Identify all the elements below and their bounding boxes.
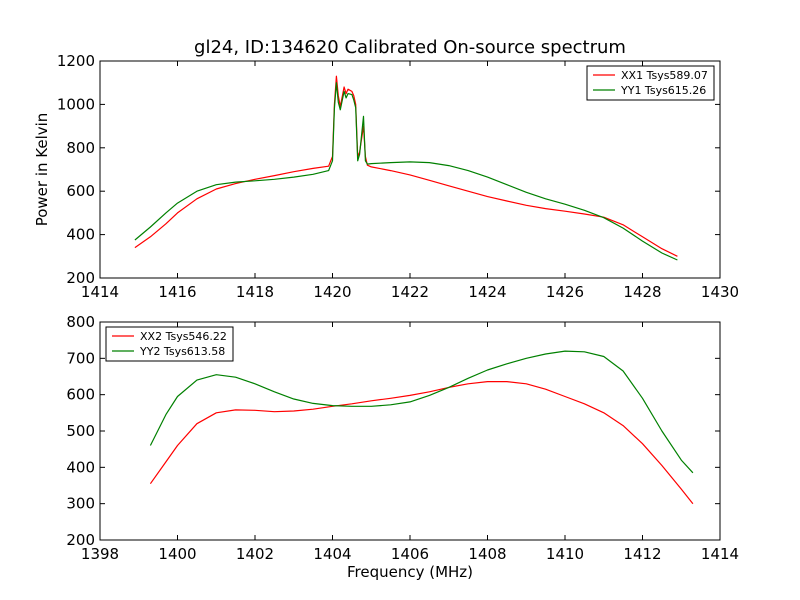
y-tick-label: 600 <box>66 386 95 404</box>
legend-0: XX1 Tsys589.07 YY1 Tsys615.26 <box>586 65 715 101</box>
chart-title: gl24, ID:134620 Calibrated On-source spe… <box>194 37 626 58</box>
y-tick-label: 600 <box>66 182 95 200</box>
series-line-1-1 <box>149 350 694 474</box>
x-tick-label: 1424 <box>468 283 506 301</box>
legend-label: YY1 Tsys615.26 <box>620 84 706 97</box>
x-tick-label: 1416 <box>158 283 196 301</box>
y-tick-label: 300 <box>66 495 95 513</box>
y-tick-label: 1000 <box>57 95 95 113</box>
y-tick-label: 700 <box>66 349 95 367</box>
y-tick-label: 400 <box>66 226 95 244</box>
x-tick-label: 1428 <box>623 283 661 301</box>
legend-label: XX2 Tsys546.22 <box>140 330 227 343</box>
y-axis-label: Power in Kelvin <box>33 113 51 227</box>
legend-box <box>105 326 234 362</box>
x-tick-label: 1426 <box>546 283 584 301</box>
x-tick-label: 1406 <box>391 545 429 563</box>
y-tick-label: 800 <box>66 139 95 157</box>
y-tick-label: 400 <box>66 458 95 476</box>
x-tick-label: 1430 <box>701 283 739 301</box>
x-tick-label: 1422 <box>391 283 429 301</box>
legend-label: YY2 Tsys613.58 <box>139 345 225 358</box>
x-tick-label: 1420 <box>313 283 351 301</box>
series-line-0-0 <box>134 75 678 257</box>
x-tick-label: 1400 <box>158 545 196 563</box>
x-tick-label: 1412 <box>623 545 661 563</box>
x-tick-label: 1414 <box>701 545 739 563</box>
y-tick-label: 800 <box>66 313 95 331</box>
x-tick-label: 1408 <box>468 545 506 563</box>
series-line-1-0 <box>149 381 694 505</box>
legend-box <box>586 65 715 101</box>
x-tick-label: 1404 <box>313 545 351 563</box>
x-axis-label: Frequency (MHz) <box>347 563 473 581</box>
y-tick-label: 500 <box>66 422 95 440</box>
series-line-0-1 <box>134 82 678 261</box>
x-tick-label: 1402 <box>236 545 274 563</box>
legend-1: XX2 Tsys546.22 YY2 Tsys613.58 <box>105 326 234 362</box>
bottom-spectrum-panel: 1398 1400 1402 1404 1406 1408 1410 1412 1414 200 3… <box>66 313 739 581</box>
y-tick-label: 200 <box>66 269 95 287</box>
legend-label: XX1 Tsys589.07 <box>621 69 708 82</box>
x-tick-label: 1410 <box>546 545 584 563</box>
x-tick-label: 1414 <box>81 283 119 301</box>
top-spectrum-panel: 1414 1416 1418 1420 1422 1424 1426 1428 1430 200 4… <box>33 52 739 301</box>
x-tick-label: 1398 <box>81 545 119 563</box>
x-tick-label: 1418 <box>236 283 274 301</box>
y-tick-label: 1200 <box>57 52 95 70</box>
y-tick-label: 200 <box>66 531 95 549</box>
